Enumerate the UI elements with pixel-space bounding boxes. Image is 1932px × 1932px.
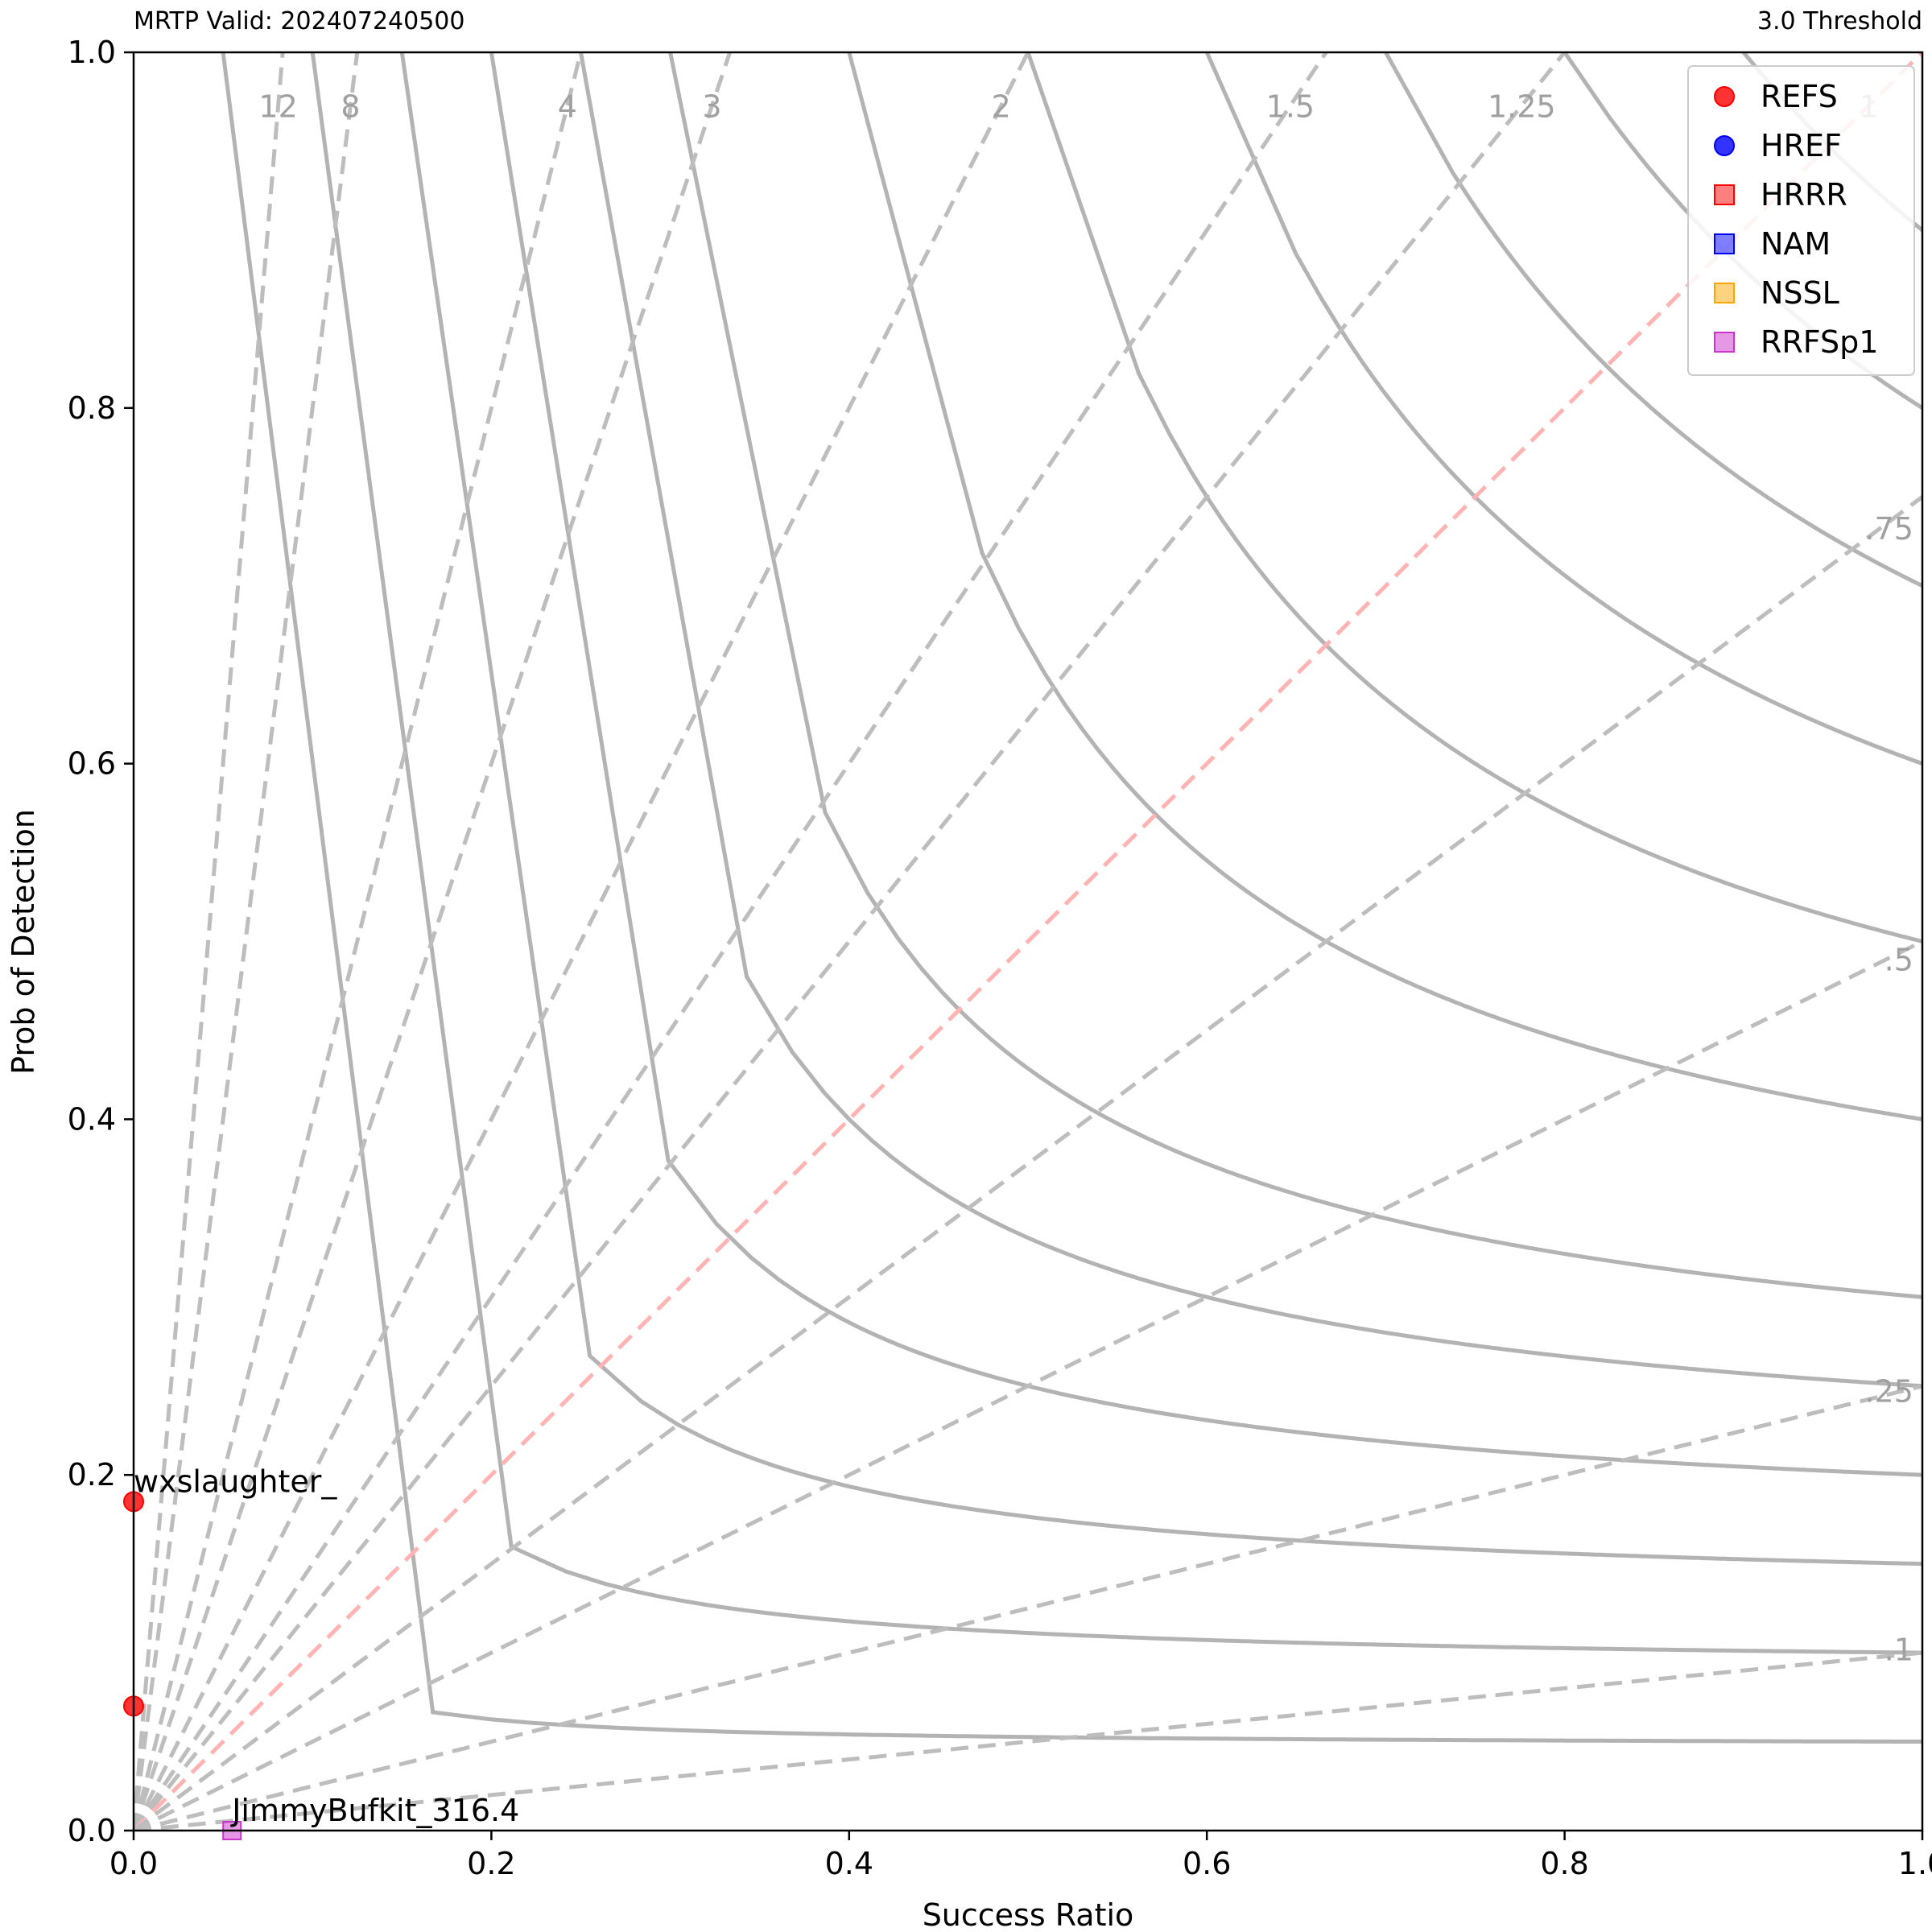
y-axis-ticks: 0.0 0.2 0.4 0.6 0.8 1.0 bbox=[68, 35, 134, 1848]
bias-label: 4 bbox=[558, 89, 577, 124]
x-axis-label: Success Ratio bbox=[923, 1897, 1134, 1932]
legend-label: NSSL bbox=[1761, 275, 1839, 311]
x-tick-label: 1.0 bbox=[1898, 1846, 1932, 1881]
csi-contour bbox=[668, 52, 1922, 1299]
y-tick-label: 0.2 bbox=[68, 1457, 116, 1492]
y-tick-label: 1.0 bbox=[68, 35, 116, 70]
x-tick-label: 0.2 bbox=[467, 1846, 515, 1881]
legend-label: REFS bbox=[1761, 79, 1838, 114]
point-label: wxslaughter_ bbox=[134, 1463, 337, 1499]
bias-label: .75 bbox=[1864, 511, 1913, 547]
bias-label: .25 bbox=[1864, 1373, 1913, 1409]
bias-line bbox=[134, 494, 1922, 1831]
bias-line bbox=[134, 52, 1922, 1831]
y-tick-label: 0.6 bbox=[68, 746, 116, 782]
y-tick-label: 0.8 bbox=[68, 390, 116, 426]
y-tick-label: 0.4 bbox=[68, 1101, 116, 1137]
legend-marker bbox=[1714, 135, 1735, 156]
bias-label: 8 bbox=[341, 89, 360, 124]
bias-line bbox=[134, 1384, 1922, 1831]
bias-line bbox=[134, 52, 733, 1831]
legend-marker bbox=[1714, 283, 1735, 303]
csi-contour bbox=[1026, 52, 1922, 944]
csi-contour bbox=[847, 52, 1922, 1121]
bias-label: 12 bbox=[258, 89, 297, 124]
bias-line bbox=[134, 52, 1030, 1831]
csi-contour bbox=[1384, 52, 1922, 588]
legend-label: HREF bbox=[1761, 128, 1842, 163]
x-tick-label: 0.8 bbox=[1540, 1846, 1588, 1881]
csi-contour bbox=[221, 52, 1922, 1744]
legend: REFS HREF HRRR NAM NSSL RRFSp1 bbox=[1687, 65, 1915, 376]
x-tick-label: 0.6 bbox=[1183, 1846, 1231, 1881]
bias-line bbox=[134, 939, 1922, 1831]
bias-label: .5 bbox=[1885, 943, 1913, 978]
csi-contour bbox=[579, 52, 1922, 1389]
csi-contour bbox=[1204, 52, 1922, 766]
legend-label: RRFSp1 bbox=[1761, 324, 1878, 360]
bias-line bbox=[134, 1650, 1922, 1831]
bias-label: 1.5 bbox=[1266, 89, 1315, 124]
bias-label: .1 bbox=[1885, 1633, 1913, 1668]
csi-contour bbox=[310, 52, 1922, 1655]
legend-label: NAM bbox=[1761, 226, 1831, 262]
data-points: wxslaughter_ JimmyBufkit_316.4 bbox=[123, 1463, 519, 1840]
y-tick-label: 0.0 bbox=[68, 1813, 116, 1848]
bias-label: 3 bbox=[702, 89, 721, 124]
header-right-title: 3.0 Threshold bbox=[1757, 7, 1922, 35]
x-axis-ticks: 0.0 0.2 0.4 0.6 0.8 1.0 bbox=[109, 1831, 1932, 1881]
bias-label: 1.25 bbox=[1488, 89, 1556, 124]
csi-contour bbox=[399, 52, 1922, 1567]
legend-box bbox=[1687, 65, 1915, 376]
point-label: JimmyBufkit_316.4 bbox=[230, 1793, 519, 1828]
bias-label: 2 bbox=[992, 89, 1011, 124]
bias-line bbox=[134, 52, 1329, 1831]
plot-area bbox=[134, 52, 1922, 1831]
legend-marker bbox=[1714, 332, 1735, 353]
header-left-title: MRTP Valid: 202407240500 bbox=[134, 7, 464, 35]
legend-label: HRRR bbox=[1761, 177, 1847, 213]
x-tick-label: 0.4 bbox=[825, 1846, 873, 1881]
legend-marker bbox=[1714, 86, 1735, 107]
legend-marker bbox=[1714, 233, 1735, 254]
y-axis-label: Prob of Detection bbox=[6, 809, 41, 1075]
plot-frame bbox=[132, 51, 1924, 1832]
x-tick-label: 0.0 bbox=[109, 1846, 158, 1881]
legend-marker bbox=[1714, 184, 1735, 205]
bias-line bbox=[134, 52, 1567, 1831]
